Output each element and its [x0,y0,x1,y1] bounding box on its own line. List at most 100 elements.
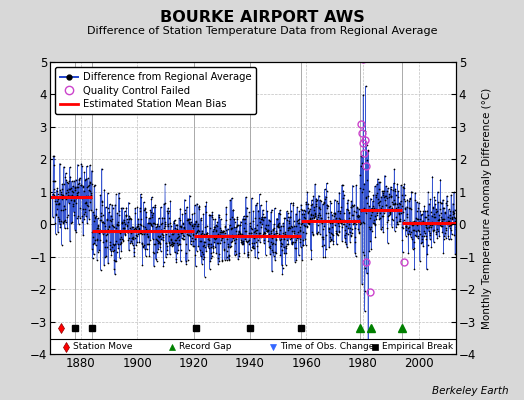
Point [320,242,328,248]
Point [125,213,134,219]
Point [432,209,440,215]
Point [88,246,96,252]
Point [270,241,279,248]
Point [418,239,427,246]
Point [99,212,107,218]
Point [419,208,428,215]
Point [208,212,216,218]
Point [223,256,231,263]
Point [222,210,231,217]
Point [245,237,253,243]
Point [352,253,360,260]
Point [144,233,152,240]
Point [128,235,137,241]
Point [328,224,336,230]
Point [155,239,163,245]
Point [195,206,203,212]
Point [121,231,129,238]
Point [193,228,202,235]
Point [195,202,203,209]
Point [57,218,65,224]
Point [263,228,271,234]
Point [375,216,384,222]
Point [234,232,243,238]
Point [410,232,419,238]
Point [232,235,240,242]
Point [337,218,345,224]
Point [368,228,376,234]
Point [118,236,126,242]
Point [203,230,211,236]
Point [188,222,196,229]
Point [159,258,168,265]
Point [266,251,274,257]
Point [314,212,322,218]
Point [423,208,431,214]
Point [315,205,323,211]
Point [217,228,226,235]
Point [217,234,226,241]
Point [367,195,375,202]
Point [404,250,412,256]
Point [92,242,100,248]
Point [108,202,116,208]
Point [97,212,105,219]
Point [209,216,217,222]
Point [53,198,61,204]
Point [135,230,144,236]
Point [423,225,431,231]
Point [114,241,122,247]
Point [389,201,398,208]
Point [187,238,195,244]
Point [124,228,132,235]
Point [180,224,189,231]
Point [351,239,359,246]
Point [420,227,428,234]
Text: Station Move: Station Move [73,342,133,351]
Point [146,215,154,222]
Point [437,214,445,220]
Point [427,224,435,230]
Point [227,195,236,201]
Point [126,230,135,236]
Point [60,203,69,209]
Point [431,201,440,207]
Point [417,240,425,247]
Point [416,258,424,264]
Point [319,236,328,242]
Point [66,238,74,244]
Point [219,232,227,239]
Point [293,229,302,235]
Point [435,212,443,218]
Point [261,214,269,220]
Point [375,202,384,208]
Point [436,198,444,205]
Point [75,175,84,181]
Point [216,228,224,235]
Point [363,157,372,163]
Point [144,241,152,248]
Point [167,236,176,242]
Point [253,200,261,207]
Point [339,220,347,227]
Point [369,205,378,212]
Point [172,258,180,265]
Point [222,216,230,223]
Point [355,213,364,219]
Point [168,240,177,247]
Point [304,210,312,216]
Point [401,224,410,230]
Point [368,209,376,216]
Point [148,204,157,211]
Point [185,216,194,222]
Point [187,219,195,225]
Point [316,219,325,226]
Point [267,207,276,213]
Point [49,178,57,184]
Point [151,235,160,242]
Point [111,271,119,278]
Point [64,189,72,195]
Point [164,221,172,227]
Point [68,178,76,184]
Point [258,216,266,222]
